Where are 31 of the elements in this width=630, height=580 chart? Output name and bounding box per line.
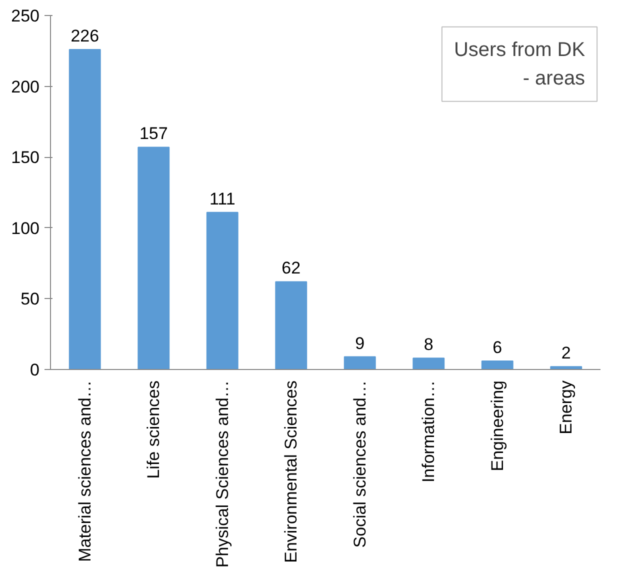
y-tick-label: 0	[30, 360, 40, 380]
bar	[481, 360, 514, 370]
data-label: 157	[139, 124, 168, 144]
data-label: 8	[424, 335, 434, 354]
y-tick-label: 200	[11, 77, 40, 96]
x-tick-label: Material sciences and…	[75, 380, 94, 562]
data-label: 9	[355, 334, 365, 353]
data-label: 62	[282, 258, 301, 278]
x-tick-label: Life sciences	[144, 380, 164, 479]
bar	[68, 48, 101, 370]
x-tick-label: Engineering	[488, 380, 507, 472]
x-tick-label: Environmental Sciences	[282, 380, 301, 563]
bar	[344, 356, 376, 370]
x-tick-label: Physical Sciences and…	[212, 380, 232, 568]
x-tick-label: Information…	[419, 380, 438, 483]
bar	[275, 281, 308, 370]
data-label: 6	[492, 338, 502, 358]
bar	[138, 146, 170, 370]
bar	[550, 366, 582, 370]
y-tick-label: 150	[11, 148, 40, 168]
y-tick-label: 100	[11, 218, 40, 238]
y-tick-label: 50	[20, 290, 40, 309]
data-label: 226	[70, 26, 100, 46]
x-tick-label: Social sciences and…	[350, 380, 370, 548]
data-label: 111	[209, 189, 236, 208]
text: Users from DK - areas	[454, 38, 586, 90]
data-label: 2	[561, 344, 571, 363]
bar	[412, 358, 445, 370]
bar	[206, 212, 238, 370]
y-tick-label: 250	[11, 6, 40, 26]
x-tick-label: Energy	[556, 380, 576, 434]
